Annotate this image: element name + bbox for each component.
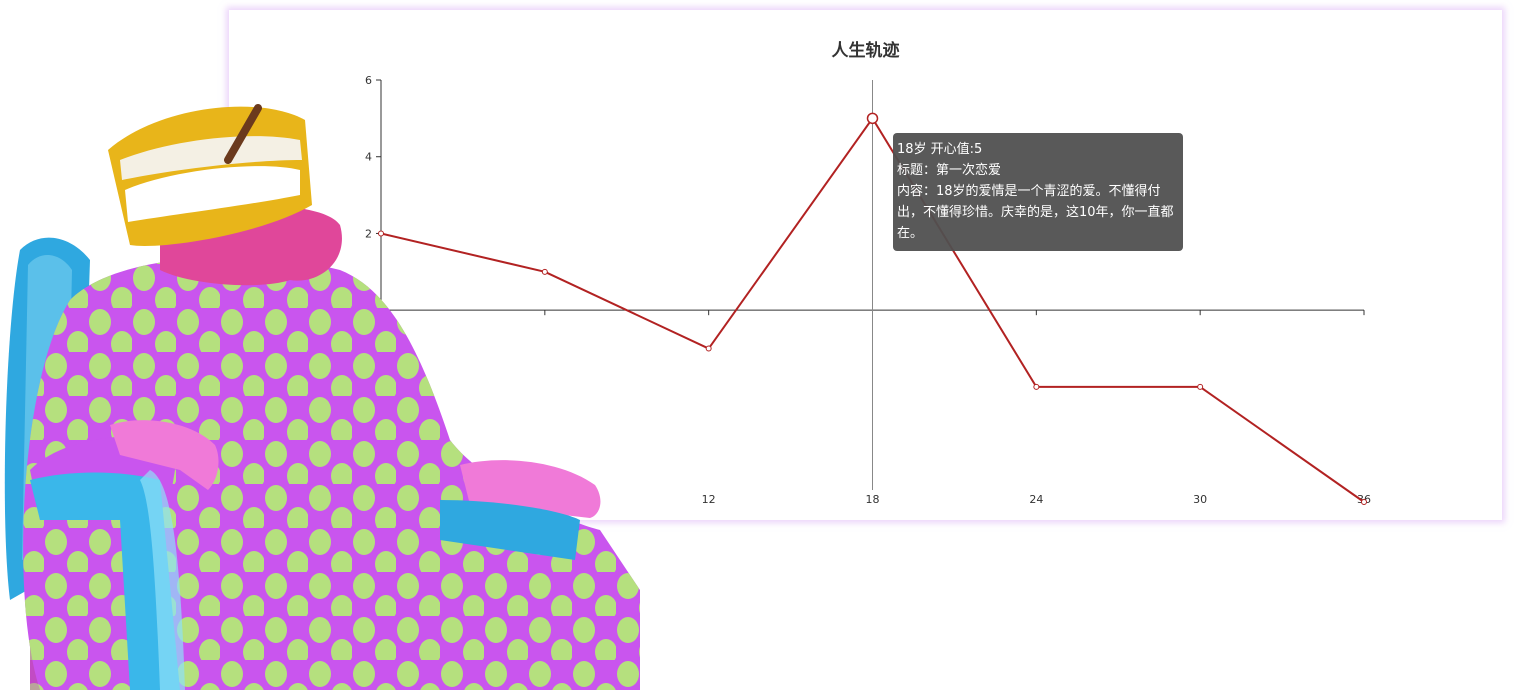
data-point-hovered	[866, 112, 879, 125]
mascot-figure-image	[0, 85, 640, 690]
data-point	[1197, 383, 1204, 390]
data-point	[705, 345, 712, 352]
y-tick-label: 4	[365, 151, 372, 164]
data-point	[378, 230, 384, 237]
chart-title: 人生轨迹	[831, 41, 900, 61]
tooltip-content: 内容：18岁的爱情是一个青涩的爱。不懂得付出，不懂得珍惜。庆幸的是，这10年，你…	[897, 184, 1174, 241]
x-tick-label: 18	[866, 493, 880, 506]
data-point	[1033, 383, 1040, 390]
y-tick-label: 6	[365, 74, 372, 87]
data-point	[541, 268, 548, 275]
data-point	[1361, 499, 1367, 505]
x-tick-label: 24	[1029, 493, 1043, 506]
mascot-figure-illustration	[4, 104, 640, 690]
x-tick-label: 30	[1193, 493, 1207, 506]
tooltip-header: 18岁 开心值:5	[897, 142, 983, 157]
tooltip-title: 标题：第一次恋爱	[897, 163, 1002, 178]
y-tick-label: 2	[365, 227, 372, 240]
x-tick-label: 12	[702, 493, 716, 506]
chart-tooltip: 18岁 开心值:5 标题：第一次恋爱 内容：18岁的爱情是一个青涩的爱。不懂得付…	[893, 133, 1183, 251]
